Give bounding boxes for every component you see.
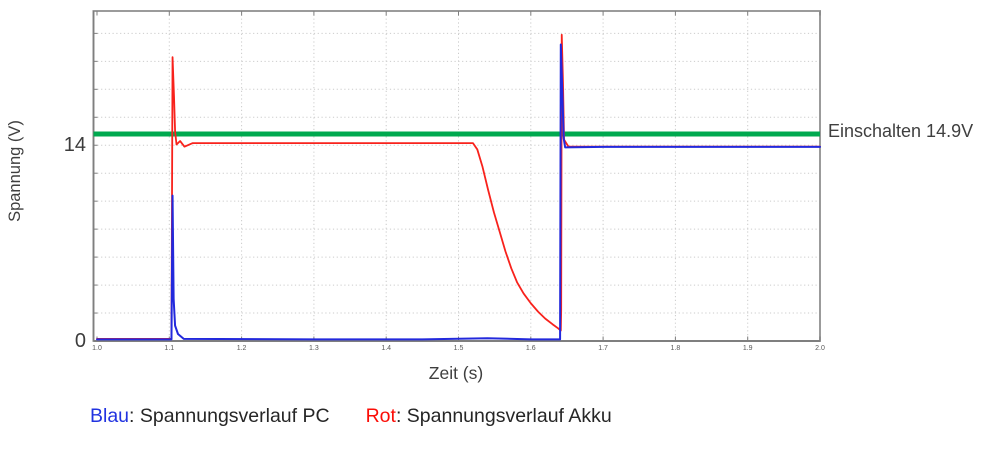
x-tick-label: 1.4: [381, 345, 392, 352]
legend-label-pc: : Spannungsverlauf PC: [129, 405, 330, 427]
legend-label-akku: : Spannungsverlauf Akku: [395, 405, 612, 427]
y-axis-title: Spannung (V): [6, 120, 24, 222]
x-tick-label: 1.9: [742, 345, 753, 352]
legend-swatch-word-red: Rot: [365, 405, 396, 427]
x-tick-label: 1.2: [236, 345, 247, 352]
x-tick-label: 1.8: [670, 345, 681, 352]
threshold-annotation: Einschalten 14.9V: [828, 121, 974, 141]
x-tick-label: 1.5: [453, 345, 464, 352]
x-tick-label: 1.3: [309, 345, 319, 352]
legend-item-pc: Blau: Spannungsverlauf PC: [90, 405, 330, 428]
x-axis-title: Zeit (s): [428, 363, 484, 383]
legend: Blau: Spannungsverlauf PC Rot: Spannungs…: [90, 405, 612, 428]
x-tick-label: 1.7: [598, 345, 608, 352]
legend-swatch-word-blue: Blau: [90, 405, 130, 427]
x-tick-label: 1.6: [525, 345, 536, 352]
y-tick-label: 14: [63, 134, 86, 157]
x-tick-label: 2.0: [815, 345, 825, 352]
y-tick-label: 0: [74, 330, 86, 352]
x-tick-label: 1.1: [164, 345, 175, 352]
x-tick-label: 1.0: [92, 345, 102, 352]
legend-item-akku: Rot: Spannungsverlauf Akku: [366, 405, 612, 428]
